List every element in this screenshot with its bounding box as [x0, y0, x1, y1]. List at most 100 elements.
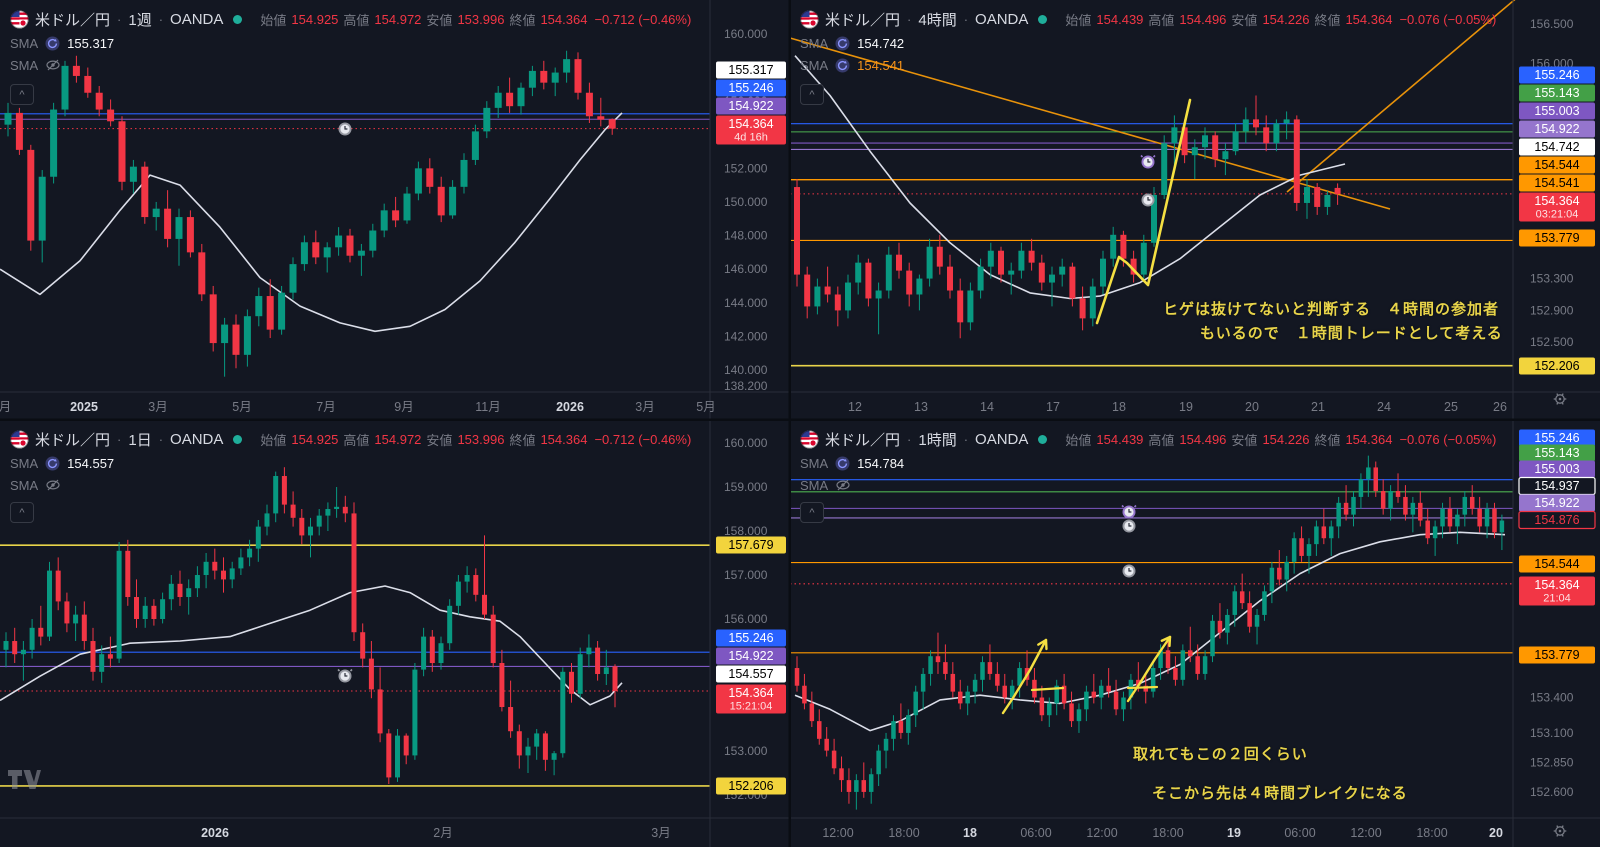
price-tick: 153.300	[1530, 272, 1574, 286]
candle-body	[377, 689, 383, 734]
candles-layer	[794, 455, 1505, 810]
candle-body	[540, 70, 548, 83]
price-tick: 153.400	[1530, 691, 1574, 705]
candle-body	[1418, 502, 1423, 521]
candle-body	[499, 663, 505, 708]
candle-body	[61, 65, 69, 110]
eye-slash-icon[interactable]	[45, 57, 61, 73]
candle-body	[845, 282, 851, 311]
clock-alert-icon[interactable]	[1141, 193, 1155, 207]
chart-pane-4[interactable]: 153.400 153.100 152.850 152.600 155.246155.1…	[790, 420, 1600, 847]
candle-body	[81, 614, 87, 642]
candle-body	[1253, 119, 1259, 128]
price-tick: 156.500	[1530, 17, 1574, 31]
price-label	[1519, 120, 1595, 138]
candle-body	[460, 159, 468, 187]
candles-layer	[3, 467, 618, 785]
time-tick: 2025	[70, 400, 98, 414]
vertical-divider	[788, 0, 791, 847]
candle-body	[1165, 650, 1171, 669]
clock-alert-icon[interactable]	[1122, 519, 1136, 533]
collapse-legend-button[interactable]: ^	[800, 502, 824, 523]
candle-body	[273, 476, 279, 514]
candle-body	[426, 168, 434, 187]
time-tick: 月	[0, 400, 11, 414]
price-label	[1518, 510, 1596, 530]
candle-body	[151, 605, 157, 620]
candle-body	[27, 149, 35, 241]
indicator-refresh-icon[interactable]	[45, 456, 60, 471]
collapse-legend-button[interactable]: ^	[10, 84, 34, 105]
time-tick: 18	[963, 826, 977, 840]
candle-body	[516, 731, 522, 756]
candle-body	[142, 605, 148, 620]
clock-alert-icon[interactable]	[1122, 564, 1136, 578]
chart-pane-1[interactable]: 160.000158.000156.000152.000150.000148.0…	[0, 0, 790, 420]
drawn-line[interactable]	[1030, 686, 1065, 692]
candle-body	[1061, 685, 1067, 704]
candle-body	[1091, 691, 1097, 698]
chart-pane-2[interactable]: 156.500156.000153.300152.900152.500155.2…	[789, 0, 1600, 420]
sma-line	[0, 112, 623, 333]
candle-body	[794, 668, 800, 686]
candle-body	[323, 247, 331, 258]
drawn-line[interactable]	[1095, 98, 1192, 325]
drawn-line[interactable]	[1126, 685, 1159, 690]
alarm-alert-icon[interactable]	[337, 668, 353, 683]
candle-body	[290, 504, 296, 518]
price-label	[716, 115, 786, 145]
indicator-refresh-icon[interactable]	[835, 456, 850, 471]
time-axis[interactable]: 12 13 14 17 18 19 20 21 24 25 26	[790, 391, 1600, 414]
candle-body	[817, 721, 822, 739]
candle-body	[1143, 685, 1148, 692]
candle-body	[1076, 709, 1082, 722]
collapse-legend-button[interactable]: ^	[800, 84, 824, 105]
indicator-refresh-icon[interactable]	[835, 58, 850, 73]
candle-body	[1069, 703, 1074, 722]
candle-body	[1202, 135, 1208, 148]
candle-body	[957, 691, 963, 704]
time-axis[interactable]: 月 2025 3月 5月 7月 9月 11月 2026 3月 5月	[0, 391, 790, 414]
candle-body	[1113, 691, 1119, 710]
candle-body	[1202, 656, 1208, 674]
candle-body	[107, 109, 115, 122]
time-axis[interactable]: 2026 2月 3月	[0, 817, 790, 840]
eye-slash-icon[interactable]	[835, 477, 851, 493]
alarm-alert-icon[interactable]	[1140, 154, 1156, 169]
candle-body	[107, 654, 113, 659]
alarm-alert-icon[interactable]	[1121, 504, 1137, 519]
price-label-countdown: 21:04	[1543, 593, 1571, 605]
price-label	[716, 536, 786, 554]
price-axis[interactable]: 156.500156.000153.300152.900152.500155.2…	[1512, 0, 1595, 420]
price-axis[interactable]: 160.000158.000156.000152.000150.000148.0…	[709, 0, 786, 420]
time-tick: 26	[1493, 400, 1507, 414]
candle-body	[437, 186, 445, 216]
trendline[interactable]	[1286, 0, 1532, 193]
price-label-value: 157.679	[728, 538, 773, 552]
candle-body	[542, 733, 548, 760]
candle-body	[977, 266, 984, 291]
clock-alert-icon[interactable]	[338, 122, 352, 136]
gear-icon[interactable]	[1553, 393, 1567, 405]
candle-body	[595, 647, 601, 675]
collapse-legend-button[interactable]: ^	[10, 502, 34, 523]
time-axis[interactable]: 12:00 18:00 18 06:00 12:00 18:00 19 06:00 12:00 1…	[790, 817, 1600, 840]
candle-body	[1469, 496, 1475, 509]
candle-body	[1263, 127, 1270, 144]
price-axis[interactable]: 153.400 153.100 152.850 152.600 155.246155.1…	[1512, 420, 1596, 847]
drawn-arrow[interactable]	[1126, 635, 1172, 703]
price-label-value: 154.742	[1534, 140, 1579, 154]
chart-pane-3[interactable]: 160.000 159.000 158.000 157.000 156.000 153.0…	[0, 420, 790, 847]
indicator-refresh-icon[interactable]	[45, 36, 60, 51]
tradingview-logo	[8, 770, 41, 789]
drawn-arrow[interactable]	[1001, 638, 1048, 715]
time-tick: 2026	[201, 826, 229, 840]
price-tick: 158.000	[724, 524, 768, 538]
eye-slash-icon[interactable]	[45, 477, 61, 493]
indicator-refresh-icon[interactable]	[835, 36, 850, 51]
candle-body	[1106, 685, 1111, 692]
price-axis[interactable]: 160.000 159.000 158.000 157.000 156.000 153.0…	[709, 420, 786, 847]
gear-icon[interactable]	[1553, 825, 1567, 837]
time-tick: 12:00	[1086, 826, 1117, 840]
